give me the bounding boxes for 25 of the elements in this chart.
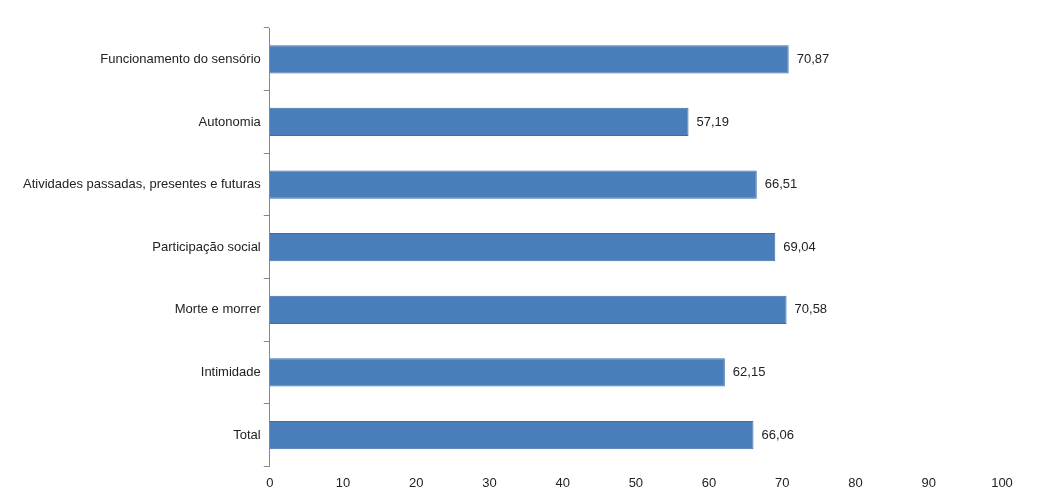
x-tick-label: 80 [848, 474, 863, 490]
x-tick-label: 10 [335, 474, 351, 490]
data-label: 57,19 [696, 113, 730, 129]
x-tick-label: 90 [921, 474, 937, 490]
x-tick-label: 60 [701, 474, 717, 490]
data-label: 66,51 [764, 176, 798, 192]
y-tick-label: Morte e morrer [174, 301, 262, 317]
data-label: 66,06 [761, 426, 795, 442]
data-label: 69,04 [783, 238, 816, 254]
x-tick-label: 50 [628, 474, 644, 490]
x-tick-label: 30 [482, 474, 497, 490]
x-tick-label: 0 [266, 474, 274, 490]
x-tick-label: 70 [775, 474, 790, 490]
y-tick-label: Intimidade [200, 364, 261, 380]
y-tick-label: Autonomia [198, 113, 262, 129]
y-tick-label: Atividades passadas, presentes e futuras [22, 176, 262, 192]
data-label: 62,15 [732, 364, 766, 380]
y-tick-label: Total [233, 426, 261, 442]
x-tick-label: 100 [991, 474, 1013, 490]
x-tick-label: 20 [408, 474, 424, 490]
data-label: 70,87 [796, 50, 830, 66]
data-label: 70,58 [794, 301, 828, 317]
y-tick-label: Participação social [152, 238, 261, 254]
y-tick-label: Funcionamento do sensório [100, 50, 261, 66]
x-tick-label: 40 [555, 474, 570, 490]
